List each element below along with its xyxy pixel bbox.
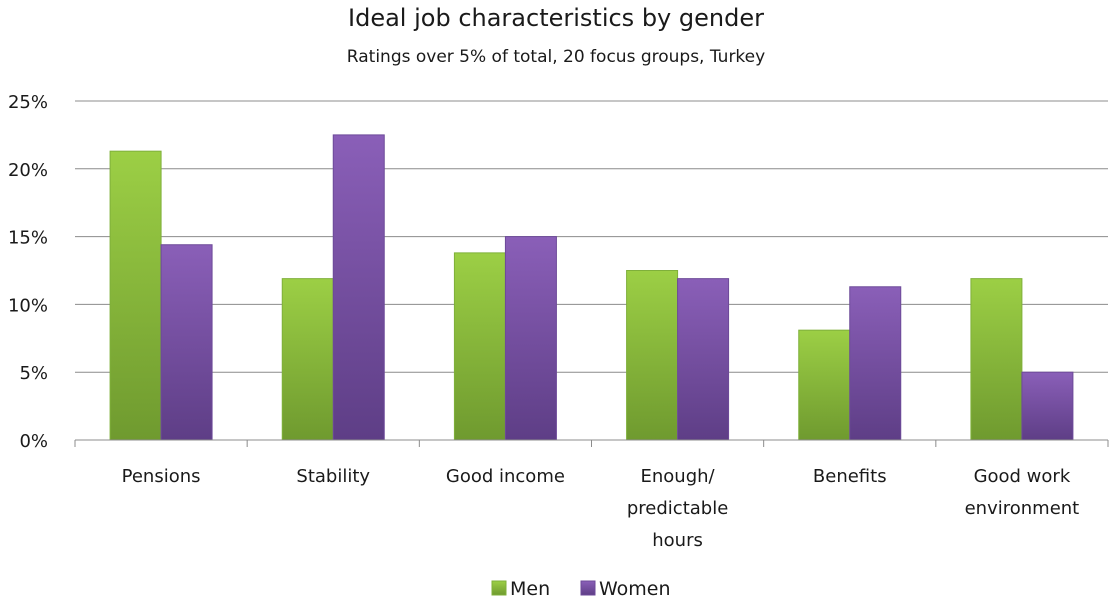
y-tick-label: 5% [19, 363, 48, 384]
bar-men [970, 278, 1023, 441]
y-tick-label: 10% [8, 295, 48, 316]
y-axis-ticks: 0% 5% 10% 15% 20% 25% [8, 92, 48, 452]
bar-men [798, 329, 851, 441]
category-label: Good income [446, 466, 565, 487]
bar-men [626, 270, 679, 441]
y-tick-label: 15% [8, 228, 48, 249]
legend-swatch-men [491, 580, 507, 596]
legend: Men Women [491, 578, 671, 600]
gridlines [75, 100, 1108, 373]
category-label: Good work environment [965, 466, 1080, 519]
bar-women [504, 236, 557, 441]
bar-women [160, 244, 213, 441]
bar-women [1021, 371, 1074, 441]
bar-women [677, 278, 730, 441]
category-label: Stability [296, 466, 370, 487]
category-labels: Pensions Stability Good income Enough/predi… [122, 466, 1080, 551]
legend-swatch-women [580, 580, 596, 596]
y-tick-label: 20% [8, 160, 48, 181]
bar-men [109, 150, 162, 441]
bar-men [281, 278, 334, 441]
category-label: Enough/predictable hours [627, 466, 728, 551]
y-tick-label: 25% [8, 92, 48, 113]
category-label: Pensions [122, 466, 201, 487]
x-axis [74, 439, 1109, 447]
category-label: Benefits [813, 466, 887, 487]
bar-women [332, 134, 385, 441]
legend-label-men: Men [510, 578, 550, 600]
legend-label-women: Women [599, 578, 671, 600]
chart-subtitle: Ratings over 5% of total, 20 focus group… [347, 47, 765, 67]
bars [109, 134, 1074, 441]
bar-women [849, 286, 902, 441]
bar-men [453, 252, 506, 441]
y-tick-label: 0% [19, 431, 48, 452]
chart-title: Ideal job characteristics by gender [348, 4, 764, 32]
